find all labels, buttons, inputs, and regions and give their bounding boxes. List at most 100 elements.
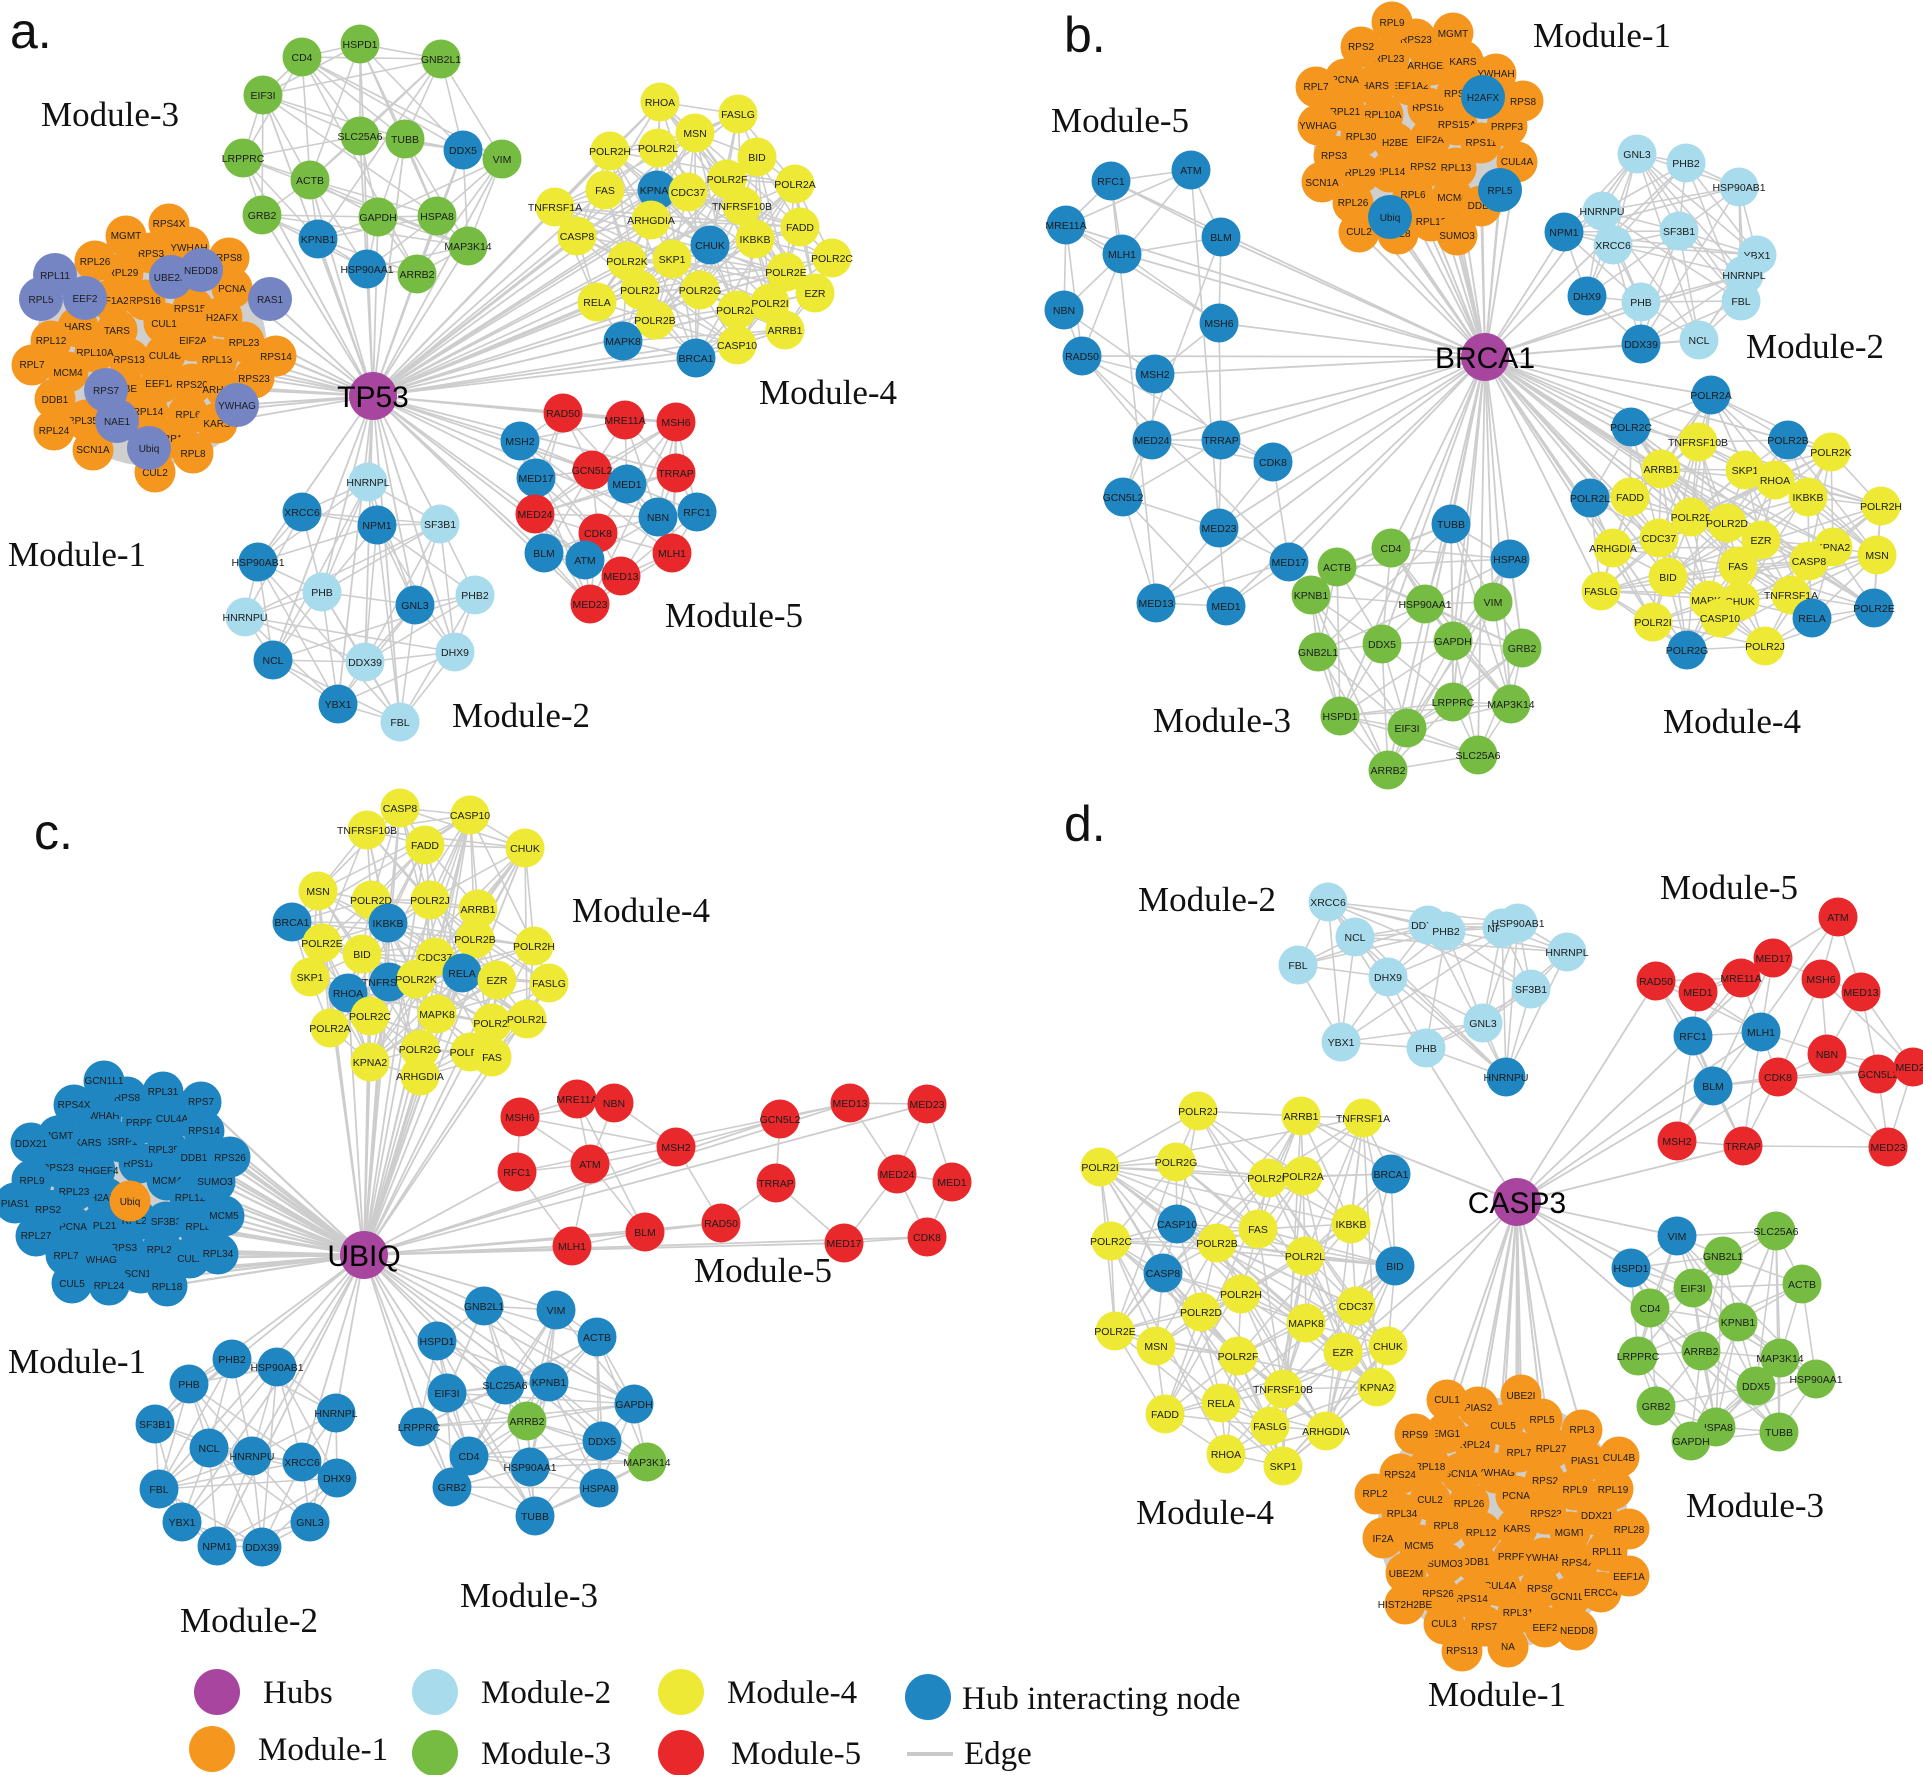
svg-text:ARHGEF4: ARHGEF4 — [1407, 61, 1455, 72]
svg-text:RPS11: RPS11 — [124, 1159, 155, 1170]
svg-text:FBL: FBL — [149, 1484, 168, 1496]
svg-text:GCN5L2: GCN5L2 — [1103, 492, 1144, 504]
svg-text:DDB1: DDB1 — [1463, 1557, 1490, 1568]
svg-text:Hub interacting node: Hub interacting node — [962, 1681, 1241, 1717]
svg-text:NEDD8: NEDD8 — [184, 266, 218, 277]
svg-text:EIF3I: EIF3I — [250, 90, 275, 102]
svg-text:MCM5: MCM5 — [1404, 1541, 1434, 1552]
svg-text:RPS8: RPS8 — [1510, 97, 1537, 108]
svg-text:RHOA: RHOA — [1760, 475, 1790, 487]
svg-text:FAS: FAS — [482, 1052, 502, 1064]
svg-text:Module-1: Module-1 — [8, 535, 146, 574]
svg-text:CDK8: CDK8 — [913, 1232, 941, 1244]
svg-text:ATM: ATM — [1180, 165, 1201, 177]
svg-text:CD4: CD4 — [458, 1451, 479, 1463]
svg-text:CASP10: CASP10 — [1700, 613, 1740, 625]
svg-text:SSRP1: SSRP1 — [105, 1137, 138, 1148]
svg-text:POLR2J: POLR2J — [620, 285, 660, 297]
svg-text:RPL24: RPL24 — [39, 426, 70, 437]
svg-text:MRE11A: MRE11A — [604, 415, 645, 427]
svg-text:RPS3: RPS3 — [1321, 151, 1348, 162]
svg-text:RPL19: RPL19 — [1598, 1485, 1629, 1496]
svg-text:RPS11: RPS11 — [1466, 138, 1497, 149]
svg-text:SKP1: SKP1 — [1732, 465, 1759, 477]
svg-text:d.: d. — [1064, 796, 1106, 852]
svg-text:MED23: MED23 — [909, 1099, 944, 1111]
svg-text:POLR2A: POLR2A — [1282, 1171, 1323, 1183]
svg-text:DDX39: DDX39 — [348, 657, 382, 669]
svg-text:TNFRSF10B: TNFRSF10B — [1668, 437, 1728, 449]
svg-text:Module-5: Module-5 — [731, 1736, 861, 1772]
svg-text:TUBB: TUBB — [521, 1511, 549, 1523]
svg-text:NBN: NBN — [647, 512, 669, 524]
svg-text:MGMT: MGMT — [1555, 1528, 1586, 1539]
svg-text:KARS: KARS — [74, 1138, 102, 1149]
svg-text:CUL2: CUL2 — [1417, 1495, 1443, 1506]
svg-text:MGMT: MGMT — [1438, 29, 1469, 40]
svg-text:GNB2L1: GNB2L1 — [1298, 647, 1338, 659]
svg-text:RPL23: RPL23 — [229, 338, 260, 349]
svg-text:IKBKB: IKBKB — [1793, 492, 1824, 504]
svg-text:SUMO3: SUMO3 — [1427, 1559, 1463, 1570]
svg-text:SCN1A: SCN1A — [1305, 178, 1339, 189]
svg-text:HSPA8: HSPA8 — [420, 211, 454, 223]
svg-text:POLR2E: POLR2E — [1853, 603, 1894, 615]
svg-text:RPL5: RPL5 — [28, 295, 53, 306]
svg-text:CUL4A: CUL4A — [1484, 1581, 1517, 1592]
svg-text:KARS: KARS — [1449, 57, 1477, 68]
svg-text:CHUK: CHUK — [510, 843, 540, 855]
svg-text:DDB1: DDB1 — [1468, 201, 1495, 212]
svg-text:FADD: FADD — [1616, 492, 1644, 504]
svg-text:MSH2: MSH2 — [1140, 369, 1169, 381]
svg-text:DHX9: DHX9 — [1573, 291, 1601, 303]
svg-text:SF3B1: SF3B1 — [1663, 226, 1695, 238]
svg-text:RHOA: RHOA — [645, 97, 675, 109]
svg-text:SKP1: SKP1 — [659, 254, 686, 266]
svg-text:KPNA2: KPNA2 — [1360, 1382, 1395, 1394]
svg-text:RPS4X: RPS4X — [153, 219, 186, 230]
svg-text:Module-5: Module-5 — [1660, 868, 1798, 907]
svg-text:POLR2K: POLR2K — [1247, 1173, 1288, 1185]
svg-text:CUL4A: CUL4A — [1501, 157, 1534, 168]
svg-text:ARHGDIA: ARHGDIA — [1302, 1426, 1350, 1438]
svg-text:SCN1A: SCN1A — [1444, 1469, 1478, 1480]
svg-text:ATM: ATM — [574, 555, 595, 567]
svg-text:RPL30: RPL30 — [1346, 132, 1377, 143]
svg-text:NPM1: NPM1 — [362, 520, 391, 532]
svg-text:ARRB2: ARRB2 — [1683, 1346, 1718, 1358]
svg-text:FASLG: FASLG — [532, 978, 566, 990]
svg-text:POLR2G: POLR2G — [1155, 1157, 1198, 1169]
svg-text:CUL1: CUL1 — [1434, 1395, 1460, 1406]
svg-text:SLC25A6: SLC25A6 — [1456, 750, 1501, 762]
svg-text:HNRNPL: HNRNPL — [314, 1408, 357, 1420]
svg-text:RPL23: RPL23 — [59, 1187, 90, 1198]
svg-text:POLR2F: POLR2F — [1671, 512, 1712, 524]
svg-text:MED23: MED23 — [1870, 1142, 1905, 1154]
svg-text:RPS26: RPS26 — [214, 1153, 246, 1164]
svg-text:POLR2J: POLR2J — [410, 895, 450, 907]
svg-text:NCL: NCL — [198, 1443, 219, 1455]
svg-text:Module-2: Module-2 — [180, 1601, 318, 1640]
svg-text:Ubiq: Ubiq — [120, 1197, 141, 1208]
svg-text:RPL14: RPL14 — [1375, 167, 1406, 178]
svg-text:BLM: BLM — [1702, 1081, 1724, 1093]
svg-text:DDX21: DDX21 — [1581, 1511, 1614, 1522]
svg-text:RPL27: RPL27 — [1536, 1444, 1567, 1455]
svg-text:FBL: FBL — [1731, 296, 1750, 308]
svg-text:KPNB1: KPNB1 — [1721, 1317, 1756, 1329]
svg-text:RPS2: RPS2 — [1532, 1476, 1559, 1487]
svg-text:Module-2: Module-2 — [452, 696, 590, 735]
svg-text:Module-2: Module-2 — [1138, 880, 1276, 919]
svg-text:XRCC6: XRCC6 — [1595, 240, 1631, 252]
svg-text:CUL2: CUL2 — [177, 1254, 203, 1265]
svg-text:Module-4: Module-4 — [759, 373, 897, 412]
svg-text:SLC25A6: SLC25A6 — [338, 131, 383, 143]
svg-text:RPL2: RPL2 — [1362, 1489, 1387, 1500]
svg-text:RPL7: RPL7 — [1303, 82, 1328, 93]
svg-text:MSH6: MSH6 — [1806, 974, 1835, 986]
svg-text:RPL6: RPL6 — [1400, 190, 1425, 201]
svg-text:RPL24: RPL24 — [94, 1281, 125, 1292]
svg-text:RELA: RELA — [448, 968, 475, 980]
svg-text:TRRAP: TRRAP — [1725, 1141, 1761, 1153]
svg-text:PIAS1: PIAS1 — [1571, 1456, 1600, 1467]
